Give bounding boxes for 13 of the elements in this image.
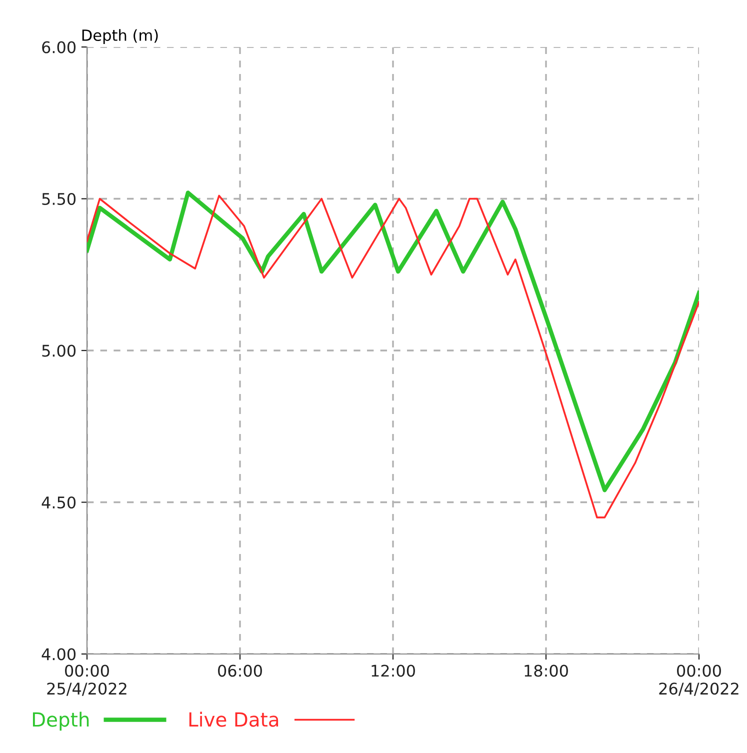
x-tick-label: 18:00 [524,664,568,677]
y-tick-label: 5.50 [42,192,76,206]
x-tick-label: 12:00 [372,664,415,677]
legend-label: Depth [32,712,89,731]
x-tick-label: 00:00 25/4/2022 [47,664,126,696]
y-tick-label: 4.50 [42,496,76,509]
x-tick-label: 06:00 [218,664,262,677]
y-tick-label: 4.00 [42,648,76,660]
legend-label: Live Data [189,712,278,727]
y-tick-label: 5.00 [42,344,76,357]
x-tick-label: 00:00 26/4/2022 [659,664,738,696]
y-axis-title: Depth (m) [82,29,158,44]
y-tick-label: 6.00 [42,41,76,54]
